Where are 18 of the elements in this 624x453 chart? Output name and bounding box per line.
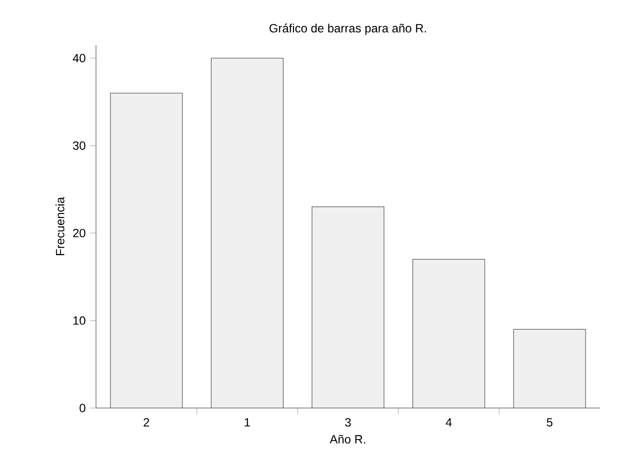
- bar: [312, 206, 384, 408]
- y-tick-label: 20: [73, 228, 86, 238]
- bar: [211, 58, 284, 408]
- x-tick-label: 4: [446, 418, 452, 426]
- x-tick-label: 3: [345, 418, 351, 427]
- x-tick-label: 1: [244, 418, 250, 426]
- bar: [513, 329, 586, 408]
- y-tick-label: 0: [80, 404, 86, 412]
- x-tick-label: 2: [144, 418, 150, 427]
- x-axis-title: Año R.: [330, 434, 366, 444]
- bar: [412, 259, 485, 408]
- y-axis-title: Frecuencia: [56, 196, 64, 256]
- bar: [110, 93, 182, 408]
- y-tick-label: 40: [72, 54, 86, 62]
- x-tick-label: 5: [546, 418, 552, 427]
- chart-title: Gráfico de barras para año R.: [270, 24, 426, 35]
- y-tick-label: 30: [72, 141, 86, 150]
- y-tick-label: 10: [73, 316, 86, 325]
